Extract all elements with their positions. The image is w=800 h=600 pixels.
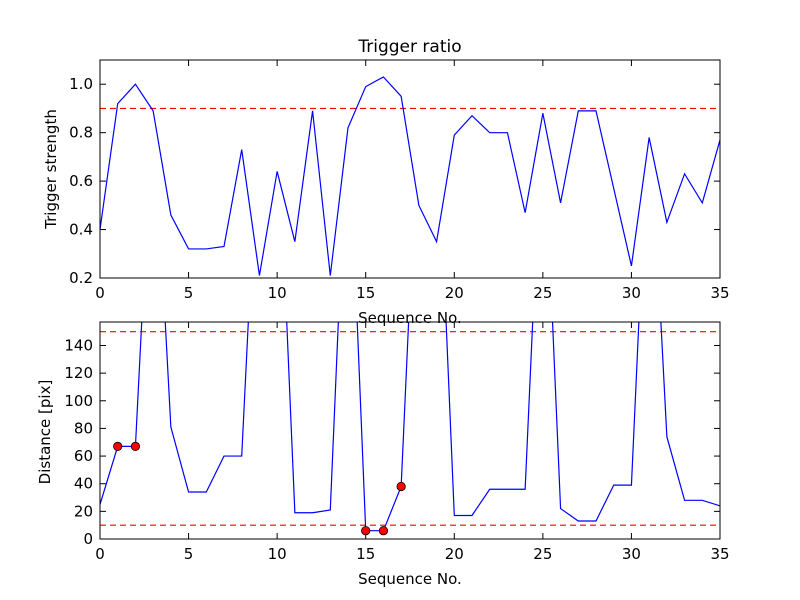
y-tick-label: 0.6 <box>69 172 93 190</box>
chart-title: Trigger ratio <box>357 37 461 57</box>
x-tick-label: 30 <box>622 545 641 563</box>
y-tick-label: 20 <box>74 502 93 520</box>
x-tick-label: 35 <box>710 545 729 563</box>
y-axis-label-bottom: Distance [pix] <box>36 380 54 485</box>
y-tick-label: 40 <box>74 475 93 493</box>
y-tick-label: 0.8 <box>69 124 93 142</box>
series-line <box>100 322 720 532</box>
y-tick-label: 120 <box>64 364 93 382</box>
y-tick-label: 80 <box>74 419 93 437</box>
distance-plot: Sequence No. Distance [pix] 0 5 10 15 20 25 30… <box>36 321 730 588</box>
y-tick-label: 140 <box>64 336 93 354</box>
x-tick-label: 10 <box>268 284 287 302</box>
x-tick-label: 10 <box>268 545 287 563</box>
top-plot-area <box>99 59 721 279</box>
top-ticks: 0 5 10 15 20 25 30 35 0.2 0.4 0.6 0.8 1.0 <box>69 60 730 302</box>
x-axis-label-bottom: Sequence No. <box>358 570 462 588</box>
y-tick-label: 1.0 <box>69 75 93 93</box>
data-point-marker <box>378 526 389 536</box>
data-point-marker <box>396 481 406 492</box>
x-tick-label: 5 <box>184 284 194 302</box>
x-tick-label: 35 <box>710 284 729 302</box>
y-tick-label: 0.2 <box>69 269 93 287</box>
data-point-marker <box>113 441 123 451</box>
x-tick-label: 20 <box>445 284 464 302</box>
x-tick-label: 25 <box>533 545 552 563</box>
x-tick-label: 15 <box>356 284 375 302</box>
y-tick-label: 0.4 <box>69 221 93 239</box>
y-tick-label: 60 <box>74 447 93 465</box>
x-tick-label: 20 <box>445 545 464 563</box>
data-point-marker <box>361 526 371 536</box>
axes-frame <box>99 321 721 540</box>
bottom-plot-area <box>99 321 721 540</box>
x-tick-label: 0 <box>95 545 105 563</box>
y-tick-label: 0 <box>83 530 93 548</box>
y-tick-label: 100 <box>64 392 93 410</box>
x-tick-label: 5 <box>184 545 194 563</box>
x-tick-label: 25 <box>533 284 552 302</box>
trigger-ratio-plot: Trigger ratio Sequence No. Trigger stren… <box>42 37 730 327</box>
x-tick-label: 15 <box>356 545 375 563</box>
bottom-ticks: 0 5 10 15 20 25 30 35 0 20 40 60 80 100 120 140 <box>64 322 730 563</box>
data-point-marker <box>130 441 141 451</box>
x-tick-label: 0 <box>95 284 105 302</box>
series-line <box>100 76 720 276</box>
plot-clip-group <box>100 322 720 532</box>
axes-frame <box>99 59 721 279</box>
plot-clip-group <box>100 76 720 276</box>
y-axis-label-top: Trigger strength <box>42 109 60 230</box>
x-tick-label: 30 <box>622 284 641 302</box>
